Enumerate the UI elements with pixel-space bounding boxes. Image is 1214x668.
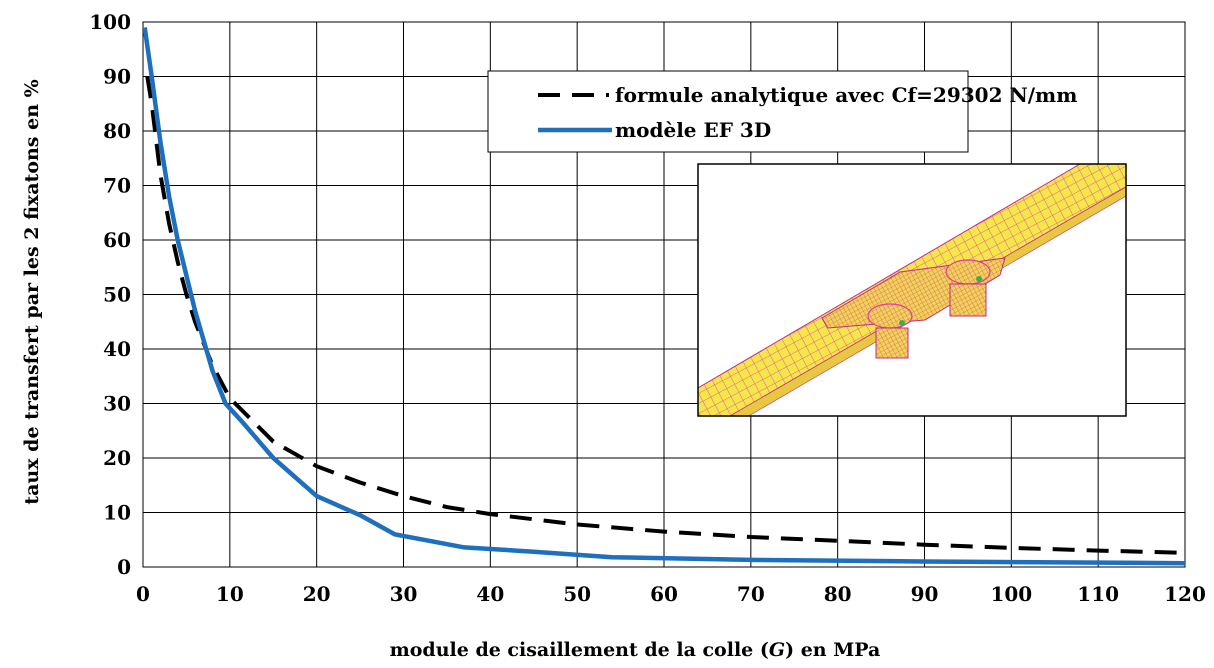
y-tick-label: 100: [89, 10, 131, 34]
x-tick-label: 40: [476, 582, 504, 606]
fe-mesh-image: [697, 163, 1127, 417]
x-tick-label: 30: [390, 582, 418, 606]
x-axis-title: module de cisaillement de la colle (G) e…: [390, 639, 881, 661]
y-tick-label: 90: [103, 65, 131, 89]
legend-label-analytique: formule analytique avec Cf=29302 N/mm: [615, 83, 1077, 107]
y-tick-label: 50: [103, 283, 131, 307]
y-tick-label: 30: [103, 392, 131, 416]
y-tick-label: 70: [103, 174, 131, 198]
y-tick-labels: 0 10 20 30 40 50 60 70 80 90 100: [89, 10, 131, 579]
y-tick-label: 10: [103, 501, 131, 525]
y-tick-label: 20: [103, 446, 131, 470]
y-tick-label: 0: [117, 555, 131, 579]
x-tick-label: 50: [563, 582, 591, 606]
inset-frame: [697, 163, 1127, 417]
plot-area-border: [142, 21, 1186, 568]
y-tick-label: 60: [103, 228, 131, 252]
legend-label-ef3d: modèle EF 3D: [615, 118, 771, 142]
x-tick-labels: 0 10 20 30 40 50 60 70 80 90 100 110 120: [136, 582, 1206, 606]
x-tick-label: 70: [737, 582, 765, 606]
x-tick-label: 100: [990, 582, 1032, 606]
x-tick-label: 60: [650, 582, 678, 606]
x-tick-label: 120: [1164, 582, 1206, 606]
legend-box: [487, 70, 969, 153]
x-tick-label: 20: [303, 582, 331, 606]
y-tick-label: 40: [103, 337, 131, 361]
y-axis-title: taux de transfert par les 2 fixatons en …: [21, 79, 43, 504]
y-tick-label: 80: [103, 119, 131, 143]
series-line-ef3d: [143, 27, 1185, 566]
series-line-analytique: [145, 76, 1185, 555]
x-tick-label: 0: [136, 582, 150, 606]
legend: formule analytique avec Cf=29302 N/mm mo…: [487, 70, 1077, 153]
x-tick-label: 10: [216, 582, 244, 606]
x-tick-label: 80: [824, 582, 852, 606]
x-tick-label: 90: [911, 582, 939, 606]
x-tick-label: 110: [1077, 582, 1119, 606]
